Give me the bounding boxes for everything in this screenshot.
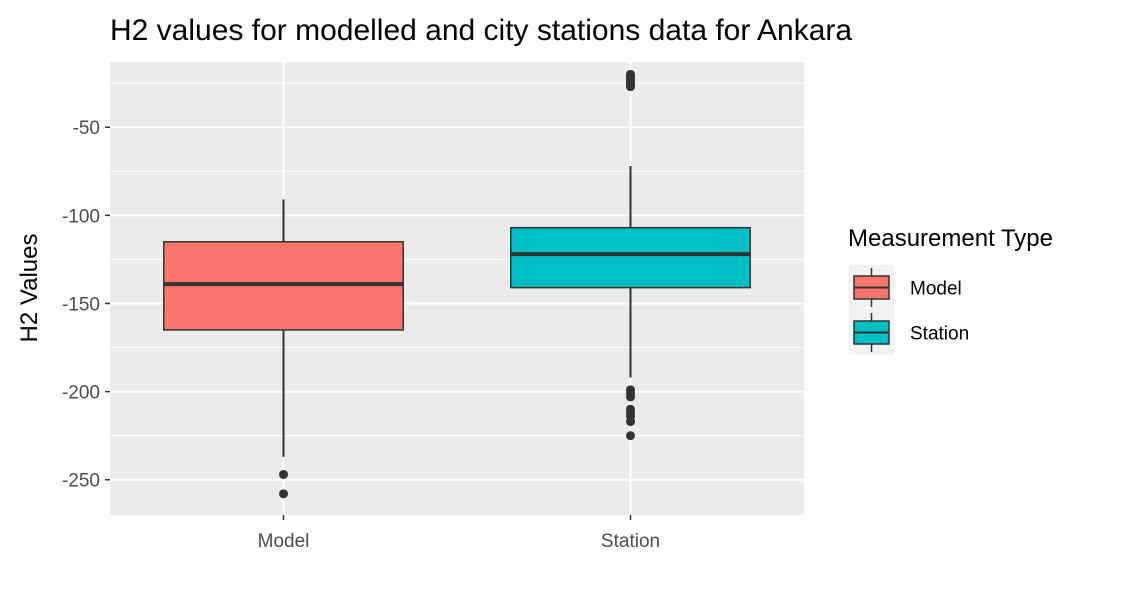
y-tick-label: -150: [62, 294, 100, 315]
outlier-point: [279, 469, 288, 479]
outlier-point: [626, 82, 635, 92]
legend-item-station: Station: [849, 310, 969, 355]
y-axis-title: H2 Values: [16, 234, 43, 343]
outlier-point: [626, 417, 635, 427]
y-tick-label: -100: [62, 206, 100, 227]
legend-item-model: Model: [849, 265, 962, 310]
legend-label: Model: [910, 279, 962, 300]
outlier-point: [626, 431, 635, 441]
y-axis-ticks: -50 -100 -150 -200 -250: [62, 118, 110, 492]
y-tick-label: -50: [73, 118, 100, 139]
box-model: [163, 199, 404, 499]
outlier-point: [626, 392, 635, 402]
y-tick-label: -250: [62, 471, 100, 492]
box-station: [510, 69, 751, 441]
y-tick-label: -200: [62, 383, 100, 404]
outlier-point: [279, 489, 288, 499]
chart-title: H2 values for modelled and city stations…: [110, 14, 852, 47]
legend-title: Measurement Type: [848, 225, 1053, 252]
box-layer: [163, 69, 751, 499]
legend: Measurement Type Model Station: [848, 225, 1053, 355]
legend-items: Model Station: [849, 265, 969, 355]
x-tick-label: Model: [258, 531, 310, 552]
x-tick-label: Station: [601, 531, 660, 552]
legend-label: Station: [910, 324, 969, 345]
box-body: [510, 226, 751, 289]
x-axis-ticks: Model Station: [258, 515, 660, 552]
